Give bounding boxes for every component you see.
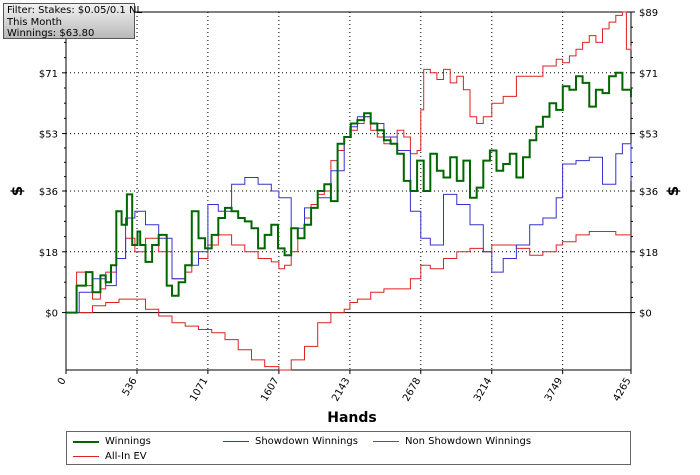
legend-swatch-non-showdown xyxy=(373,441,399,442)
chart-legend: Winnings Showdown Winnings Non Showdown … xyxy=(66,431,631,465)
series-line-all-in-ev xyxy=(66,11,632,314)
y-tick-label-right: $36 xyxy=(639,187,658,198)
x-tick-label: 2678 xyxy=(401,376,423,404)
legend-label-non-showdown: Non Showdown Winnings xyxy=(405,436,532,447)
x-tick-label: 4265 xyxy=(611,376,633,404)
y-axis-left: $0$18$36$53$71$89 xyxy=(39,8,66,320)
legend-item-non-showdown: Non Showdown Winnings xyxy=(373,435,531,448)
series-layer xyxy=(66,11,632,371)
legend-label-winnings: Winnings xyxy=(105,436,151,447)
filter-winnings: Winnings: $63.80 xyxy=(7,28,95,39)
y-tick-label-left: $71 xyxy=(39,69,58,80)
filter-period: This Month xyxy=(7,16,62,28)
x-tick-label: 1607 xyxy=(259,376,281,404)
legend-swatch-allin-ev xyxy=(73,456,99,457)
y-axis-right: $0 $18 $36 $53 $71 $89 xyxy=(631,8,658,320)
y-tick-label-left: $18 xyxy=(39,248,58,259)
legend-item-winnings: Winnings xyxy=(73,435,151,448)
y-tick-label-right: $89 xyxy=(639,8,658,19)
legend-label-showdown: Showdown Winnings xyxy=(255,436,358,447)
legend-label-allin-ev: All-In EV xyxy=(105,451,147,462)
legend-swatch-showdown xyxy=(223,441,249,442)
x-tick-label: 2143 xyxy=(330,376,352,404)
x-tick-label: 536 xyxy=(121,376,140,398)
y-tick-label-right: $0 xyxy=(639,309,652,320)
y-axis-label-left: $ xyxy=(8,186,26,196)
y-tick-label-right: $71 xyxy=(639,69,658,80)
y-tick-label-right: $18 xyxy=(639,248,658,259)
legend-swatch-winnings xyxy=(73,440,99,443)
y-tick-label-left: $36 xyxy=(39,187,58,198)
legend-item-allin-ev: All-In EV xyxy=(73,450,147,463)
y-tick-label-right: $53 xyxy=(639,130,658,141)
y-tick-label-left: $53 xyxy=(39,130,58,141)
x-tick-label: 3749 xyxy=(543,376,565,404)
x-tick-label: 0 xyxy=(56,376,69,387)
filter-stakes: Filter: Stakes: $0.05/0.1 NL xyxy=(7,5,143,16)
series-line-non-showdown-winnings xyxy=(66,231,631,371)
series-line-winnings xyxy=(66,71,632,314)
x-tick-label: 3214 xyxy=(472,376,494,404)
y-tick-label-left: $0 xyxy=(45,309,58,320)
y-axis-label-right: $ xyxy=(664,186,682,196)
filter-info-box: Filter: Stakes: $0.05/0.1 NL This Month … xyxy=(3,3,143,39)
legend-item-showdown: Showdown Winnings xyxy=(223,435,358,448)
x-axis: 0 536 1071 1607 2143 2678 3214 3749 4265 xyxy=(56,370,634,404)
x-axis-label: Hands xyxy=(327,410,377,426)
series-line-showdown-winnings xyxy=(66,116,632,314)
x-tick-label: 1071 xyxy=(188,376,210,404)
